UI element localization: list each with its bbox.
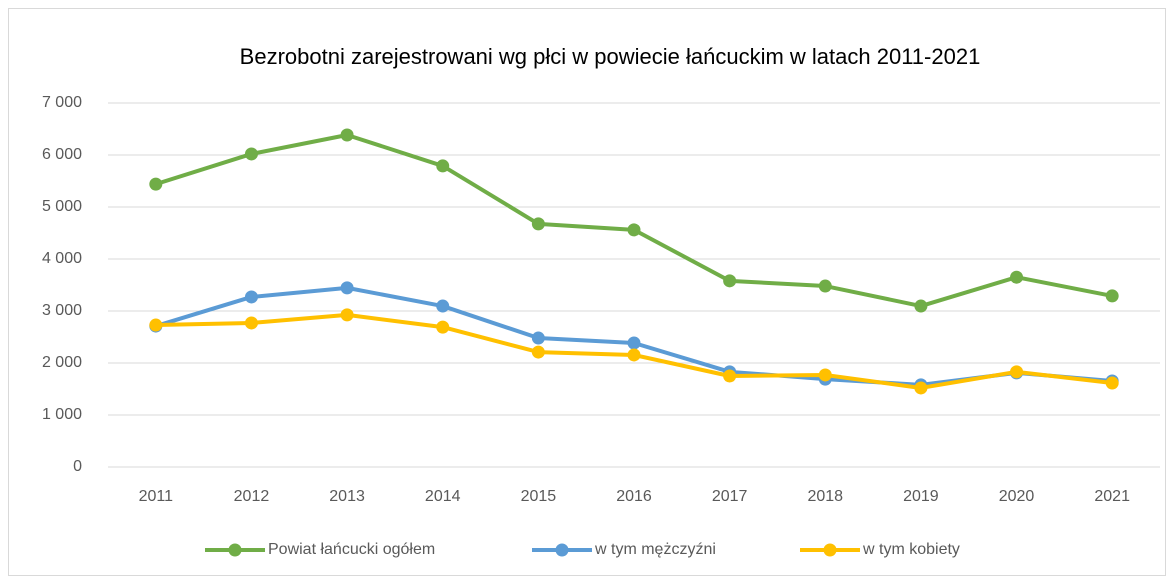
data-point (627, 348, 641, 362)
data-point (149, 177, 163, 191)
data-point (531, 217, 545, 231)
x-tick-label: 2011 (139, 488, 174, 505)
data-point (723, 369, 737, 383)
x-tick-label: 2013 (329, 488, 365, 505)
y-tick-label: 3 000 (42, 302, 82, 319)
data-point (436, 299, 450, 313)
x-tick-label: 2020 (999, 488, 1035, 505)
data-point (244, 290, 258, 304)
y-tick-label: 6 000 (42, 146, 82, 163)
legend-marker (555, 543, 569, 557)
y-tick-label: 7 000 (42, 94, 82, 111)
data-point (723, 274, 737, 288)
x-tick-label: 2019 (903, 488, 939, 505)
chart-frame (8, 8, 1166, 576)
y-tick-label: 5 000 (42, 198, 82, 215)
data-point (818, 279, 832, 293)
x-tick-label: 2014 (425, 488, 461, 505)
chart-title: Bezrobotni zarejestrowani wg płci w powi… (240, 44, 981, 69)
x-tick-label: 2012 (234, 488, 270, 505)
legend-marker (228, 543, 242, 557)
data-point (627, 223, 641, 237)
data-point (531, 345, 545, 359)
data-point (340, 281, 354, 295)
data-point (818, 368, 832, 382)
y-tick-label: 0 (73, 458, 82, 475)
legend-label: Powiat łańcucki ogółem (268, 541, 435, 558)
data-point (244, 316, 258, 330)
y-tick-label: 1 000 (42, 406, 82, 423)
legend-marker (823, 543, 837, 557)
data-point (340, 128, 354, 142)
data-point (1010, 270, 1024, 284)
y-tick-label: 2 000 (42, 354, 82, 371)
data-point (1105, 376, 1119, 390)
x-tick-label: 2015 (521, 488, 557, 505)
x-tick-label: 2018 (807, 488, 843, 505)
data-point (244, 147, 258, 161)
data-point (1105, 289, 1119, 303)
data-point (149, 318, 163, 332)
data-point (436, 320, 450, 334)
legend-label: w tym kobiety (862, 541, 960, 558)
data-point (627, 336, 641, 350)
data-point (1010, 365, 1024, 379)
x-tick-label: 2016 (616, 488, 652, 505)
data-point (914, 381, 928, 395)
data-point (914, 299, 928, 313)
data-point (436, 159, 450, 173)
y-tick-label: 4 000 (42, 250, 82, 267)
data-point (531, 331, 545, 345)
data-point (340, 308, 354, 322)
x-tick-label: 2021 (1094, 488, 1130, 505)
x-tick-label: 2017 (712, 488, 748, 505)
legend-label: w tym mężczyźni (594, 541, 716, 558)
